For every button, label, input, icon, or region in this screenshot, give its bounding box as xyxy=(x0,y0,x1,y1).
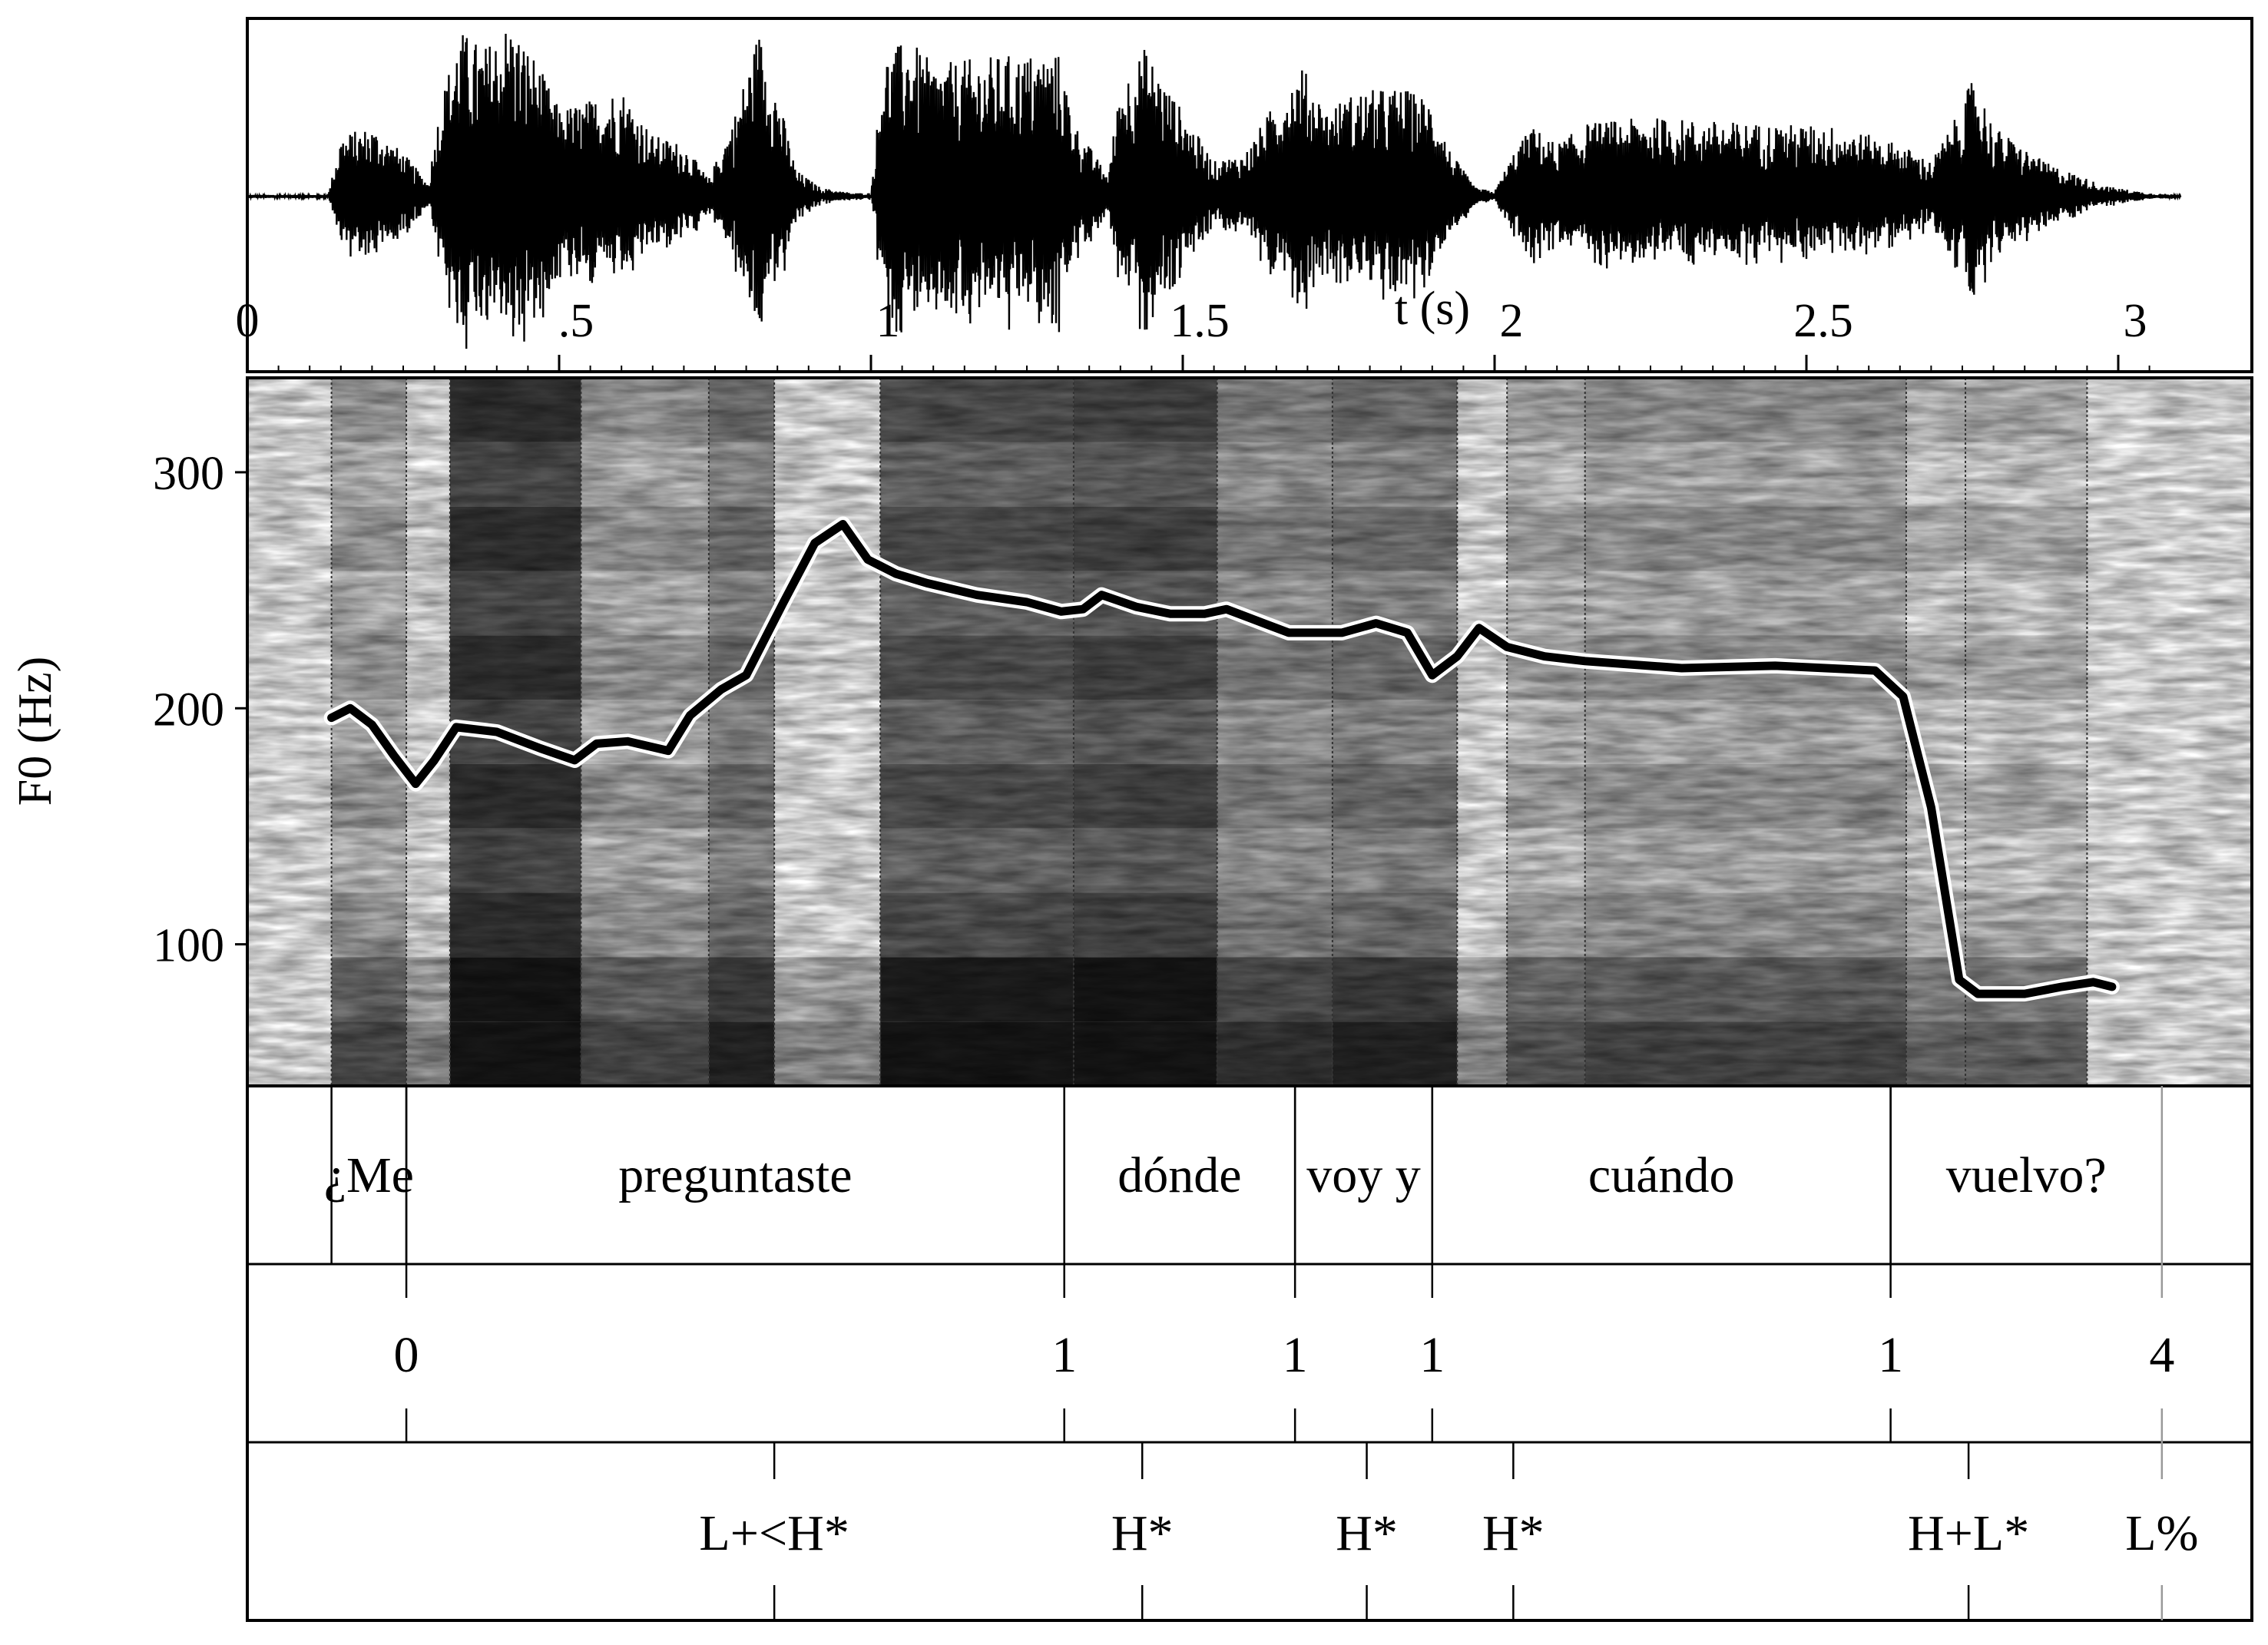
word-label: cuándo xyxy=(1588,1147,1735,1203)
word-label: dónde xyxy=(1117,1147,1241,1203)
tone-label: L+<H* xyxy=(699,1505,849,1561)
time-tick-label: 0 xyxy=(236,295,260,347)
time-tick-label: .5 xyxy=(558,295,594,347)
f0-axis-label: F0 (Hz) xyxy=(9,657,61,806)
f0-tick-label: 300 xyxy=(153,448,224,500)
time-tick-label: 2 xyxy=(1500,295,1524,347)
tone-label: H* xyxy=(1111,1505,1174,1561)
break-index-label: 4 xyxy=(2149,1327,2174,1383)
words-tier: ¿Me preguntaste dónde voy y cuándo vuelvo? xyxy=(324,1086,2164,1264)
time-tick-label: 2.5 xyxy=(1793,295,1853,347)
f0-axis: 100 200 300 xyxy=(153,448,247,972)
f0-tick-label: 200 xyxy=(153,683,224,736)
tones-tier: L+<H* H* H* H* H+L* L% xyxy=(699,1442,2198,1620)
word-label: vuelvo? xyxy=(1946,1147,2107,1203)
tone-label: H+L* xyxy=(1908,1505,2029,1561)
waveform-signal xyxy=(247,33,2182,349)
time-tick-label: 1 xyxy=(876,295,900,347)
word-label: ¿Me xyxy=(324,1147,414,1203)
segment-boundaries xyxy=(330,378,2088,1086)
break-index-label: 1 xyxy=(1283,1327,1308,1383)
break-index-label: 1 xyxy=(1878,1327,1903,1383)
f0-line xyxy=(327,520,2117,998)
waveform-panel: 0 .5 1 1.5 2 2.5 3 t (s) xyxy=(236,17,2253,373)
time-tick-label: 3 xyxy=(2124,295,2147,347)
word-label: preguntaste xyxy=(618,1147,852,1203)
time-axis-label: t (s) xyxy=(1395,283,1470,335)
tone-label: H* xyxy=(1482,1505,1545,1561)
break-index-label: 1 xyxy=(1051,1327,1077,1383)
spectrogram-panel: 100 200 300 F0 (Hz) xyxy=(9,376,2253,1087)
tier-frame xyxy=(246,1084,2253,1622)
spectrogram-texture xyxy=(247,378,2252,1086)
annotation-tiers: ¿Me preguntaste dónde voy y cuándo vuelvo? 0 1… xyxy=(246,1084,2253,1622)
time-tick-label: 1.5 xyxy=(1170,295,1230,347)
waveform-trace xyxy=(247,33,2182,349)
tone-label: H* xyxy=(1336,1505,1398,1561)
break-index-tier: 0 1 1 1 1 4 xyxy=(394,1264,2174,1442)
f0-contour xyxy=(323,516,2120,1002)
time-axis: 0 .5 1 1.5 2 2.5 3 xyxy=(236,295,2150,372)
f0-tick-label: 100 xyxy=(153,920,224,972)
tone-label: L% xyxy=(2125,1505,2198,1561)
break-index-label: 0 xyxy=(394,1327,419,1383)
word-label: voy y xyxy=(1306,1147,1421,1203)
break-index-label: 1 xyxy=(1419,1327,1445,1383)
